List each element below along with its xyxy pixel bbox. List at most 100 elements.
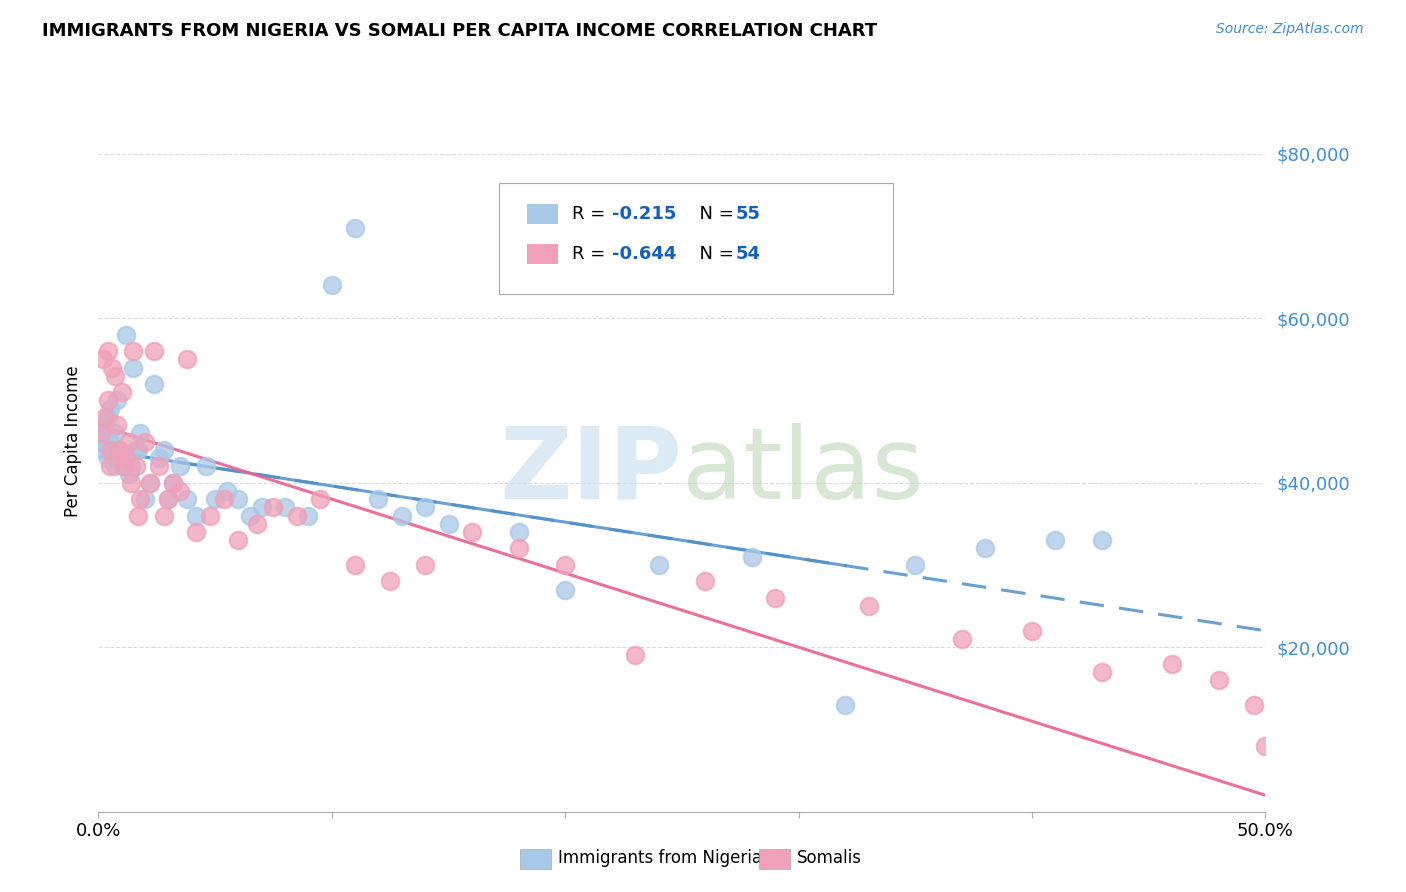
Point	[437, 516, 460, 531]
Point	[98, 434, 121, 449]
Point	[108, 442, 131, 457]
Point	[152, 508, 174, 523]
Text: ZIP: ZIP	[499, 423, 682, 520]
Point	[152, 442, 174, 457]
Point	[101, 360, 124, 375]
Point	[321, 278, 343, 293]
Point	[94, 409, 117, 424]
Point	[122, 344, 145, 359]
Point	[98, 401, 121, 416]
Point	[380, 574, 402, 589]
Point	[129, 492, 152, 507]
Point	[112, 459, 135, 474]
Point	[297, 508, 319, 523]
Point	[120, 459, 142, 474]
Point	[157, 492, 180, 507]
Point	[94, 426, 117, 441]
Point	[741, 549, 763, 564]
Point	[105, 418, 128, 433]
Point	[134, 434, 156, 449]
Point	[461, 524, 484, 539]
Point	[139, 475, 162, 490]
Text: N =: N =	[688, 205, 740, 223]
Point	[186, 524, 208, 539]
Point	[624, 648, 647, 663]
Point	[129, 426, 152, 441]
Point	[204, 492, 226, 507]
Point	[169, 483, 191, 498]
Point	[108, 442, 131, 457]
Point	[214, 492, 236, 507]
Point	[246, 516, 269, 531]
Point	[194, 459, 217, 474]
Point	[239, 508, 262, 523]
Point	[309, 492, 332, 507]
Point	[97, 393, 120, 408]
Point	[228, 533, 250, 548]
Point	[125, 442, 148, 457]
Point	[98, 459, 121, 474]
Point	[367, 492, 389, 507]
Point	[101, 442, 124, 457]
Point	[391, 508, 413, 523]
Point	[950, 632, 973, 646]
Point	[127, 442, 149, 457]
Point	[91, 418, 114, 433]
Point	[98, 442, 121, 457]
Point	[118, 467, 141, 482]
Point	[122, 360, 145, 375]
Point	[118, 434, 141, 449]
Point	[285, 508, 308, 523]
Point	[111, 450, 134, 465]
Point	[120, 475, 142, 490]
Point	[554, 558, 576, 572]
Point	[169, 459, 191, 474]
Point	[834, 698, 856, 712]
Text: 54: 54	[735, 245, 761, 263]
Point	[143, 376, 166, 391]
Point	[91, 352, 114, 367]
Point	[200, 508, 222, 523]
Point	[97, 450, 120, 465]
Point	[115, 450, 138, 465]
Point	[105, 393, 128, 408]
Point	[344, 558, 367, 572]
Text: R =: R =	[572, 245, 612, 263]
Point	[250, 500, 273, 515]
Point	[974, 541, 997, 556]
Text: atlas: atlas	[682, 423, 924, 520]
Point	[858, 599, 880, 613]
Text: Source: ZipAtlas.com: Source: ZipAtlas.com	[1216, 22, 1364, 37]
Point	[143, 344, 166, 359]
Point	[262, 500, 284, 515]
Point	[228, 492, 250, 507]
Point	[1254, 739, 1277, 753]
Text: Immigrants from Nigeria: Immigrants from Nigeria	[558, 849, 762, 867]
Point	[162, 475, 184, 490]
Point	[215, 483, 238, 498]
Point	[112, 459, 135, 474]
Point	[1021, 624, 1043, 638]
Point	[104, 426, 127, 441]
Point	[148, 459, 170, 474]
Point	[186, 508, 208, 523]
Point	[91, 442, 114, 457]
Text: Somalis: Somalis	[797, 849, 862, 867]
Point	[1091, 533, 1114, 548]
Point	[1208, 673, 1230, 687]
Point	[157, 492, 180, 507]
Point	[508, 524, 530, 539]
Point	[176, 352, 198, 367]
Point	[1161, 657, 1184, 671]
Point	[134, 492, 156, 507]
Point	[162, 475, 184, 490]
Point	[904, 558, 927, 572]
Point	[1045, 533, 1067, 548]
Point	[115, 327, 138, 342]
Point	[111, 385, 134, 400]
Text: N =: N =	[688, 245, 740, 263]
Point	[1091, 665, 1114, 679]
Text: 55: 55	[735, 205, 761, 223]
Point	[148, 450, 170, 465]
Point	[344, 220, 367, 235]
